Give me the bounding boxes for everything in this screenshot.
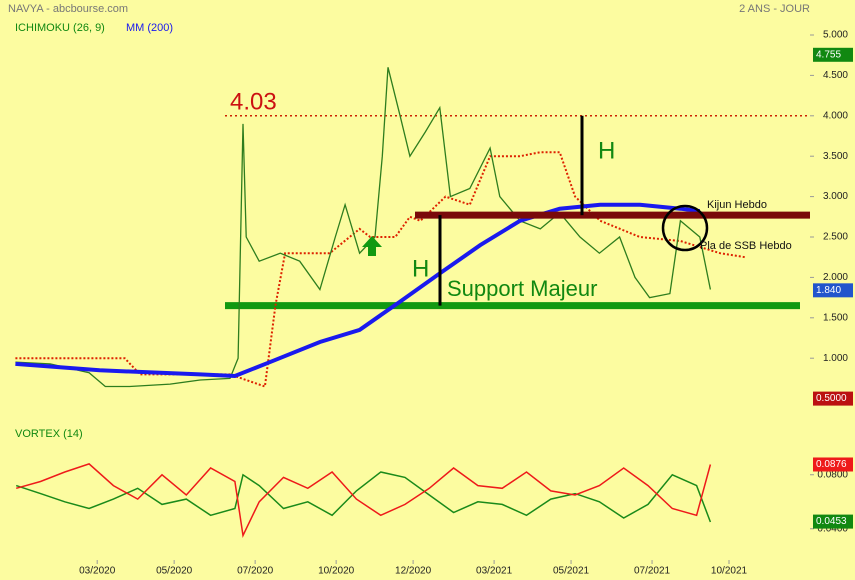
x-tick-label: 05/2020 xyxy=(156,566,193,577)
annotation: Support Majeur xyxy=(447,276,597,301)
price-tag xyxy=(813,457,853,472)
price-tag-label: 4.755 xyxy=(816,49,841,60)
price-tag-label: 0.0453 xyxy=(816,516,847,527)
legend-entry: MM (200) xyxy=(126,22,173,34)
x-tick-label: 03/2020 xyxy=(79,566,116,577)
x-tick-label: 07/2020 xyxy=(237,566,274,577)
x-tick-label: 03/2021 xyxy=(476,566,513,577)
price-tag xyxy=(813,47,853,62)
price-tag-label: 0.0876 xyxy=(816,459,847,470)
highlight-circle xyxy=(661,204,709,252)
price-tag-label: 0.5000 xyxy=(816,393,847,404)
x-tick-label: 07/2021 xyxy=(634,566,671,577)
legend-entry: ICHIMOKU (26, 9) xyxy=(15,22,105,34)
x-tick-label: 05/2021 xyxy=(553,566,590,577)
x-tick-label: 12/2020 xyxy=(395,566,432,577)
y-tick-label: 3.500 xyxy=(823,151,848,162)
mm200-line xyxy=(15,202,701,379)
x-tick-label: 10/2020 xyxy=(318,566,355,577)
site-title: NAVYA - abcbourse.com xyxy=(8,3,128,15)
x-tick-label: 10/2021 xyxy=(711,566,748,577)
y-tick-label: 0.0400 xyxy=(817,523,848,534)
y-tick-label: 1.000 xyxy=(823,353,848,364)
y-tick-label: 0.0800 xyxy=(817,469,848,480)
vortex-line xyxy=(15,471,712,523)
vortex-line xyxy=(15,463,712,539)
y-tick-label: 2.500 xyxy=(823,232,848,243)
annotation: Kijun Hebdo xyxy=(707,199,767,211)
price-tag xyxy=(813,514,853,529)
y-tick-label: 4.000 xyxy=(823,110,848,121)
price-tag xyxy=(813,283,853,298)
annotation: H xyxy=(412,255,429,282)
arrow xyxy=(362,236,382,256)
price-tag xyxy=(813,391,853,406)
y-tick-label: 4.500 xyxy=(823,70,848,81)
y-tick-label: 5.000 xyxy=(823,30,848,41)
price-tag-label: 1.840 xyxy=(816,285,841,296)
annotation: Pla de SSB Hebdo xyxy=(700,240,792,252)
annotation: H xyxy=(598,137,615,164)
price-line xyxy=(15,67,712,388)
period: 2 ANS - JOUR xyxy=(739,3,810,15)
y-tick-label: 2.000 xyxy=(823,272,848,283)
y-tick-label: 3.000 xyxy=(823,191,848,202)
panel-title: VORTEX (14) xyxy=(15,428,83,440)
y-tick-label: 1.500 xyxy=(823,312,848,323)
annotation: 4.03 xyxy=(230,88,277,115)
